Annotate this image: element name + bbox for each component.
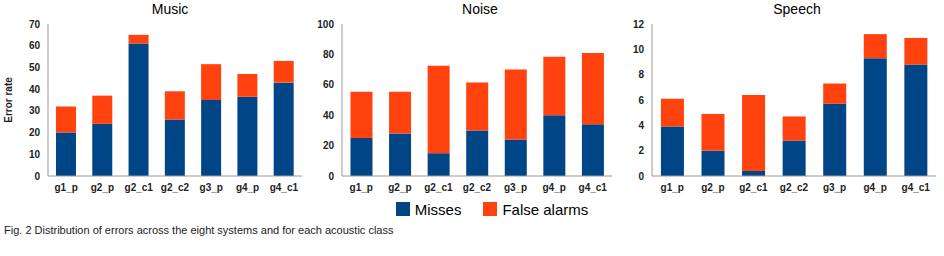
svg-text:g4_p: g4_p	[863, 182, 886, 193]
svg-text:0: 0	[34, 171, 40, 182]
svg-text:g2_c1: g2_c1	[424, 182, 453, 193]
html-text:False alarms: False alarms	[502, 200, 589, 218]
svg-text:g2_c1: g2_c1	[125, 182, 154, 193]
html-text:Music: Music	[151, 1, 189, 17]
svg-text:g4_c1: g4_c1	[270, 182, 299, 193]
svg-text:g4_c1: g4_c1	[579, 182, 608, 193]
svg-text:g3_p: g3_p	[200, 182, 223, 193]
html-text:Misses: Misses	[414, 200, 462, 218]
svg-text:12: 12	[633, 19, 645, 30]
svg-text:10: 10	[29, 149, 41, 160]
svg-text:g4_p: g4_p	[542, 182, 565, 193]
svg-text:g4_p: g4_p	[236, 182, 259, 193]
svg-text:g2_p: g2_p	[701, 182, 724, 193]
svg-text:g2_c2: g2_c2	[161, 182, 190, 193]
html-text:Speech: Speech	[773, 1, 821, 17]
svg-text:2: 2	[638, 145, 644, 156]
svg-text:g3_p: g3_p	[823, 182, 846, 193]
svg-text:30: 30	[29, 105, 41, 116]
svg-text:100: 100	[317, 19, 334, 30]
svg-text:g2_c1: g2_c1	[739, 182, 768, 193]
svg-text:g1_p: g1_p	[350, 182, 373, 193]
svg-text:g1_p: g1_p	[661, 182, 684, 193]
svg-text:4: 4	[638, 120, 644, 131]
svg-text:70: 70	[29, 19, 41, 30]
svg-text:g1_p: g1_p	[54, 182, 77, 193]
html-text:Fig. 2 Distribution of errors: Fig. 2 Distribution of errors across the…	[4, 224, 394, 236]
svg-text:20: 20	[323, 140, 335, 151]
svg-text:60: 60	[323, 79, 335, 90]
svg-text:8: 8	[638, 69, 644, 80]
svg-text:g2_c2: g2_c2	[780, 182, 809, 193]
svg-text:6: 6	[638, 95, 644, 106]
svg-text:g4_c1: g4_c1	[902, 182, 931, 193]
svg-text:g2_p: g2_p	[388, 182, 411, 193]
svg-text:g3_p: g3_p	[504, 182, 527, 193]
svg-text:60: 60	[29, 40, 41, 51]
svg-text:50: 50	[29, 62, 41, 73]
svg-text:0: 0	[328, 171, 334, 182]
svg-text:20: 20	[29, 127, 41, 138]
svg-text:Error rate: Error rate	[8, 77, 14, 123]
svg-text:80: 80	[323, 49, 335, 60]
svg-text:40: 40	[29, 84, 41, 95]
svg-text:40: 40	[323, 110, 335, 121]
svg-text:10: 10	[633, 44, 645, 55]
svg-text:0: 0	[638, 171, 644, 182]
svg-text:g2_p: g2_p	[91, 182, 114, 193]
svg-text:g2_c2: g2_c2	[463, 182, 492, 193]
html-text:Noise: Noise	[462, 1, 498, 17]
